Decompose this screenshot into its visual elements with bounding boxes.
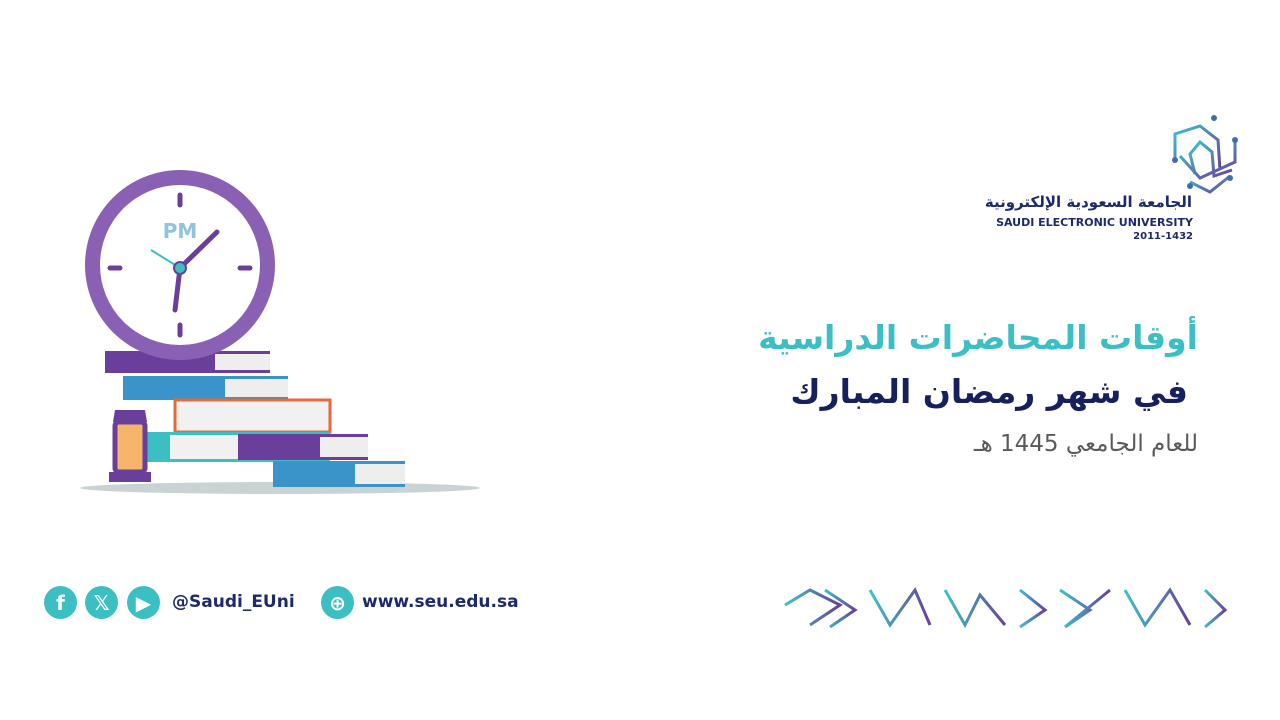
globe-icon: ⊕ — [321, 586, 354, 619]
university-name-arabic: الجامعة السعودية الإلكترونية — [984, 193, 1192, 211]
facebook-icon[interactable]: f — [44, 586, 77, 619]
decorative-pattern — [784, 586, 1228, 629]
university-logo-mark — [1172, 115, 1238, 194]
headline-line-2: في شهر رمضان المبارك — [790, 372, 1188, 411]
university-founding-years: 2011-1432 — [1133, 231, 1193, 242]
headline-line-1: أوقات المحاضرات الدراسية — [758, 318, 1198, 357]
clock-books-lantern-illustration: PM — [80, 170, 480, 494]
headline-line-3: للعام الجامعي 1445 هـ — [973, 431, 1198, 457]
clock-pm-label: PM — [163, 219, 198, 243]
youtube-icon[interactable]: ▶ — [127, 586, 160, 619]
x-icon[interactable]: 𝕏 — [85, 586, 118, 619]
university-name-english: SAUDI ELECTRONIC UNIVERSITY — [996, 216, 1193, 229]
website-link[interactable]: www.seu.edu.sa — [362, 592, 519, 612]
social-handle[interactable]: @Saudi_EUni — [172, 592, 295, 612]
